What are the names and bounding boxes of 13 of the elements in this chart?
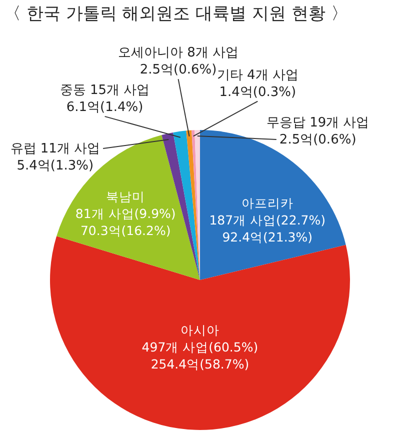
data-label: 187개 사업(22.7%) 92.4억(21.3%) <box>209 212 326 244</box>
data-label: 81개 사업(9.9%) 70.3억(16.2%) <box>75 206 176 238</box>
slice-label: 북남미 <box>106 189 146 204</box>
data-label: 497개 사업(60.5%) 254.4억(58.7%) <box>142 340 258 372</box>
slice-label: 기타 4개 사업 1.4억(0.3%) <box>216 68 298 100</box>
pie-slice <box>173 130 200 280</box>
slice-label: 아프리카 <box>241 195 294 210</box>
pie-slice <box>186 130 200 280</box>
slice-label: 무응답 19개 사업 2.5억(0.6%) <box>266 115 370 148</box>
slice-label: 유럽 11개 사업 5.4억(1.3%) <box>10 142 100 174</box>
slice-label: 아시아 <box>180 322 220 338</box>
chart-title: 〈 한국 가톨릭 해외원조 대륙별 지원 현황 〉 <box>4 4 348 24</box>
slice-label: 중동 15개 사업 6.1억(1.4%) <box>60 82 150 115</box>
